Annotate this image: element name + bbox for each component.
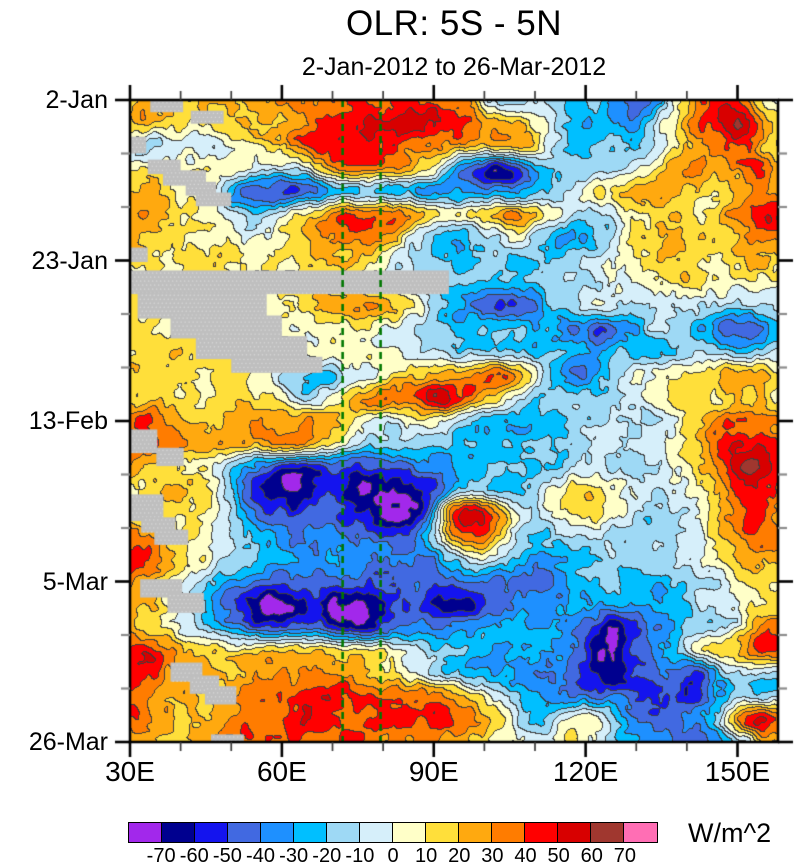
colorbar-tick-label: 50 [547,845,570,863]
x-axis-label: 30E [105,756,155,787]
colorbar-cell [293,822,328,843]
colorbar [128,822,658,843]
colorbar-units-label: W/m^2 [688,818,772,848]
colorbar-cell [359,822,394,843]
colorbar-cell [161,822,196,843]
colorbar-cell [392,822,427,843]
plot-title: OLR: 5S - 5N [345,4,563,43]
colorbar-tick-label: -40 [246,845,275,863]
x-axis-label: 60E [256,756,307,787]
x-axis-label: 120E [552,756,619,787]
x-axis-label: 90E [408,756,459,787]
colorbar-tick-label: 60 [580,845,603,863]
colorbar-cell [590,822,625,843]
plot-subtitle: 2-Jan-2012 to 26-Mar-2012 [301,53,607,81]
colorbar-tick-label: 30 [481,845,504,863]
y-axis-label: 26-Mar [28,728,108,756]
colorbar-tick-label: 0 [387,845,399,863]
y-axis-label: 13-Feb [28,407,108,435]
colorbar-tick-label: -10 [345,845,375,863]
colorbar-tick-label: -60 [179,845,209,863]
colorbar-cell [326,822,361,843]
colorbar-tick-label: -30 [279,845,309,863]
colorbar-tick-label: 40 [514,845,537,863]
colorbar-cell [524,822,559,843]
colorbar-cell [458,822,493,843]
colorbar-cell [557,822,592,843]
colorbar-cell [425,822,460,843]
colorbar-cell [128,822,163,843]
colorbar-tick-label: 10 [415,845,438,863]
y-axis-label: 23-Jan [31,246,108,275]
colorbar-tick-label: -20 [312,845,342,863]
x-axis-label: 150E [704,756,771,787]
colorbar-tick-label: -50 [212,845,242,863]
y-axis-label: 5-Mar [42,567,108,596]
y-axis-label: 2-Jan [45,86,108,114]
colorbar-cell [194,822,229,843]
colorbar-tick-label: 20 [448,845,471,863]
colorbar-tick-label: -70 [146,845,176,863]
colorbar-cell [227,822,262,843]
colorbar-tick-label: 70 [613,845,636,863]
colorbar-cell [260,822,295,843]
colorbar-cell [623,822,658,843]
colorbar-cell [491,822,526,843]
